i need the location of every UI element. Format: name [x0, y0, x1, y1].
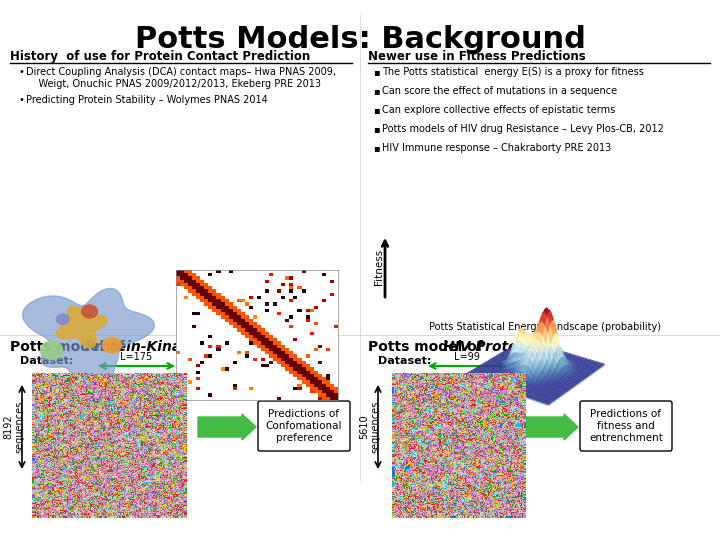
Text: HIV Immune response – Chakraborty PRE 2013: HIV Immune response – Chakraborty PRE 20… — [382, 143, 611, 153]
Text: Potts model of: Potts model of — [10, 340, 130, 354]
FancyBboxPatch shape — [580, 401, 672, 451]
Text: 8192
sequences: 8192 sequences — [3, 401, 24, 453]
Text: 5610
sequences: 5610 sequences — [359, 401, 381, 453]
Text: L=99: L=99 — [454, 352, 480, 362]
Text: Potts model of: Potts model of — [368, 340, 487, 354]
FancyArrow shape — [520, 414, 578, 440]
Text: Predictions of
Confomational
preference: Predictions of Confomational preference — [266, 409, 342, 443]
Text: Dataset:: Dataset: — [378, 356, 431, 366]
Text: L=175: L=175 — [120, 352, 152, 362]
Text: ▪: ▪ — [373, 67, 379, 77]
Text: Predictions of
fitness and
entrenchment: Predictions of fitness and entrenchment — [589, 409, 663, 443]
Text: ▪: ▪ — [373, 86, 379, 96]
Text: HIV Protease: HIV Protease — [443, 340, 544, 354]
Text: Can score the effect of mutations in a sequence: Can score the effect of mutations in a s… — [382, 86, 617, 96]
Text: ▪: ▪ — [373, 105, 379, 115]
Circle shape — [81, 305, 97, 318]
Text: •: • — [18, 67, 24, 77]
Text: Fitness: Fitness — [374, 249, 384, 285]
FancyArrow shape — [198, 414, 256, 440]
Text: Can explore collective effects of epistatic terms: Can explore collective effects of epista… — [382, 105, 616, 115]
Text: Potts Models: Background: Potts Models: Background — [135, 25, 585, 54]
Text: The Potts statistical  energy E(S) is a proxy for fitness: The Potts statistical energy E(S) is a p… — [382, 67, 644, 77]
Text: Direct Coupling Analysis (DCA) contact maps– Hwa PNAS 2009,
    Weigt, Onuchic P: Direct Coupling Analysis (DCA) contact m… — [26, 67, 336, 89]
Text: Predicting Protein Stability – Wolymes PNAS 2014: Predicting Protein Stability – Wolymes P… — [26, 95, 268, 105]
Text: Newer use in Fitness Predictions: Newer use in Fitness Predictions — [368, 50, 586, 63]
Text: •: • — [18, 95, 24, 105]
Text: Potts models of HIV drug Resistance – Levy Plos-CB, 2012: Potts models of HIV drug Resistance – Le… — [382, 124, 664, 134]
Polygon shape — [22, 288, 154, 393]
Circle shape — [102, 338, 121, 353]
Circle shape — [40, 341, 63, 360]
Text: ▪: ▪ — [373, 124, 379, 134]
Text: Dataset:: Dataset: — [20, 356, 77, 366]
FancyBboxPatch shape — [258, 401, 350, 451]
Text: Potts Statistical Energy Landscape (probability): Potts Statistical Energy Landscape (prob… — [429, 322, 661, 332]
Circle shape — [56, 314, 69, 325]
Text: ▪: ▪ — [373, 143, 379, 153]
Text: Protein-Kinase: Protein-Kinase — [85, 340, 200, 354]
Polygon shape — [56, 306, 107, 348]
Text: History  of use for Protein Contact Prediction: History of use for Protein Contact Predi… — [10, 50, 310, 63]
